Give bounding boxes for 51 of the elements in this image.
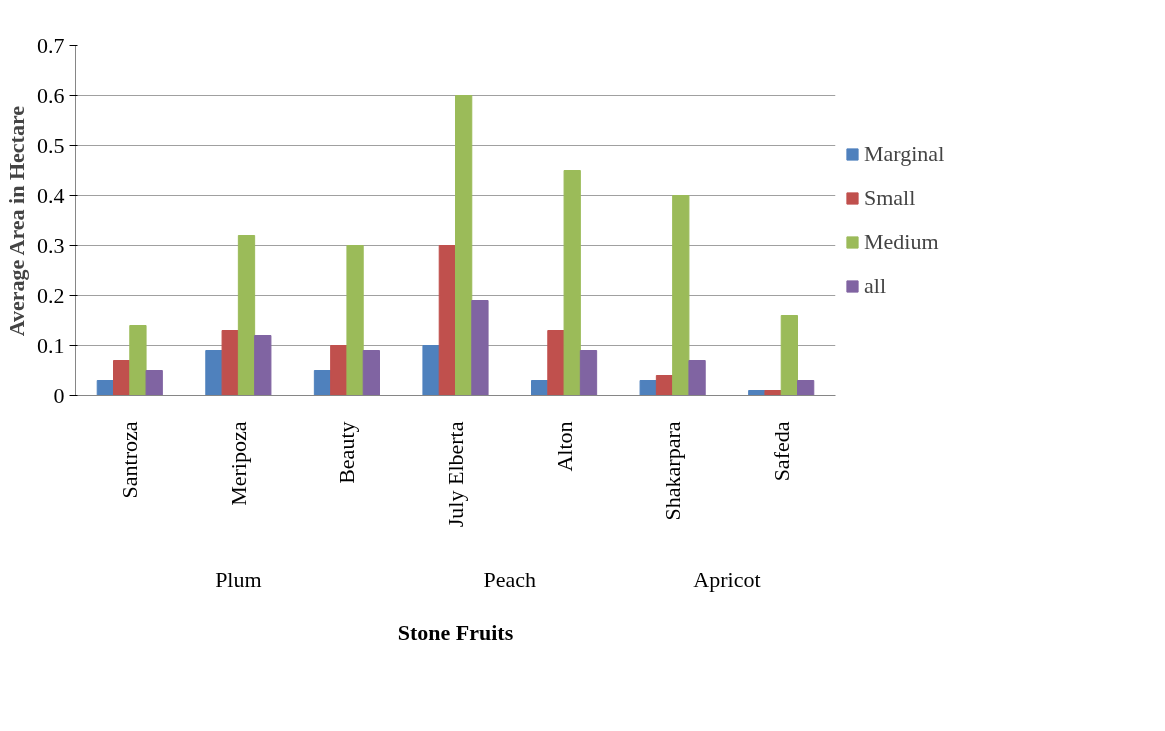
y-tick-label: 0 bbox=[53, 382, 65, 408]
x-tick-label: Beauty bbox=[334, 421, 360, 484]
bar bbox=[438, 245, 456, 396]
legend-label: Medium bbox=[864, 229, 939, 255]
y-tick-label: 0.5 bbox=[37, 132, 65, 158]
bar bbox=[129, 325, 147, 396]
text: Peach bbox=[483, 566, 537, 592]
bar bbox=[313, 370, 332, 396]
x-tick-label: Alton bbox=[551, 421, 577, 472]
bar bbox=[764, 390, 782, 396]
bar bbox=[780, 315, 798, 396]
x-tick-label: Shakarpara bbox=[660, 421, 686, 521]
y-tick-label: 0.6 bbox=[37, 82, 65, 108]
bar bbox=[362, 350, 380, 396]
legend-label: Marginal bbox=[864, 141, 945, 167]
bar bbox=[797, 380, 815, 396]
y-tick-label: 0.2 bbox=[37, 282, 65, 308]
bar bbox=[688, 360, 706, 396]
legend-label: all bbox=[864, 273, 886, 299]
x-tick-label: Safeda bbox=[768, 421, 794, 482]
bar bbox=[547, 330, 565, 396]
bar bbox=[145, 370, 163, 396]
y-axis-title: Average Area in Hectare bbox=[4, 105, 29, 337]
bar bbox=[655, 375, 674, 396]
legend-label: Small bbox=[864, 185, 916, 211]
text: Apricot bbox=[693, 566, 761, 592]
bar bbox=[531, 380, 549, 396]
y-tick-label: 0.1 bbox=[37, 332, 65, 358]
bar bbox=[346, 245, 364, 396]
bar bbox=[471, 300, 489, 396]
bar bbox=[221, 330, 239, 396]
bar bbox=[672, 195, 690, 396]
bar bbox=[579, 350, 598, 396]
bar bbox=[254, 335, 272, 396]
bar bbox=[563, 170, 581, 396]
x-axis-title: Stone Fruits bbox=[397, 619, 514, 645]
bar bbox=[237, 235, 256, 396]
bar bbox=[205, 350, 223, 396]
bar bbox=[422, 345, 440, 396]
bar bbox=[96, 380, 114, 396]
y-tick-label: 0.7 bbox=[37, 32, 65, 58]
x-tick-label: July Elberta bbox=[443, 421, 468, 528]
bar bbox=[639, 380, 657, 396]
bar bbox=[455, 95, 473, 396]
x-tick-label: Santroza bbox=[117, 421, 143, 499]
y-tick-label: 0.4 bbox=[37, 182, 65, 208]
text: Plum bbox=[215, 566, 262, 592]
bar bbox=[330, 345, 348, 396]
y-tick-label: 0.3 bbox=[37, 232, 65, 258]
bar bbox=[113, 360, 131, 396]
x-tick-label: Meripoza bbox=[225, 421, 251, 506]
